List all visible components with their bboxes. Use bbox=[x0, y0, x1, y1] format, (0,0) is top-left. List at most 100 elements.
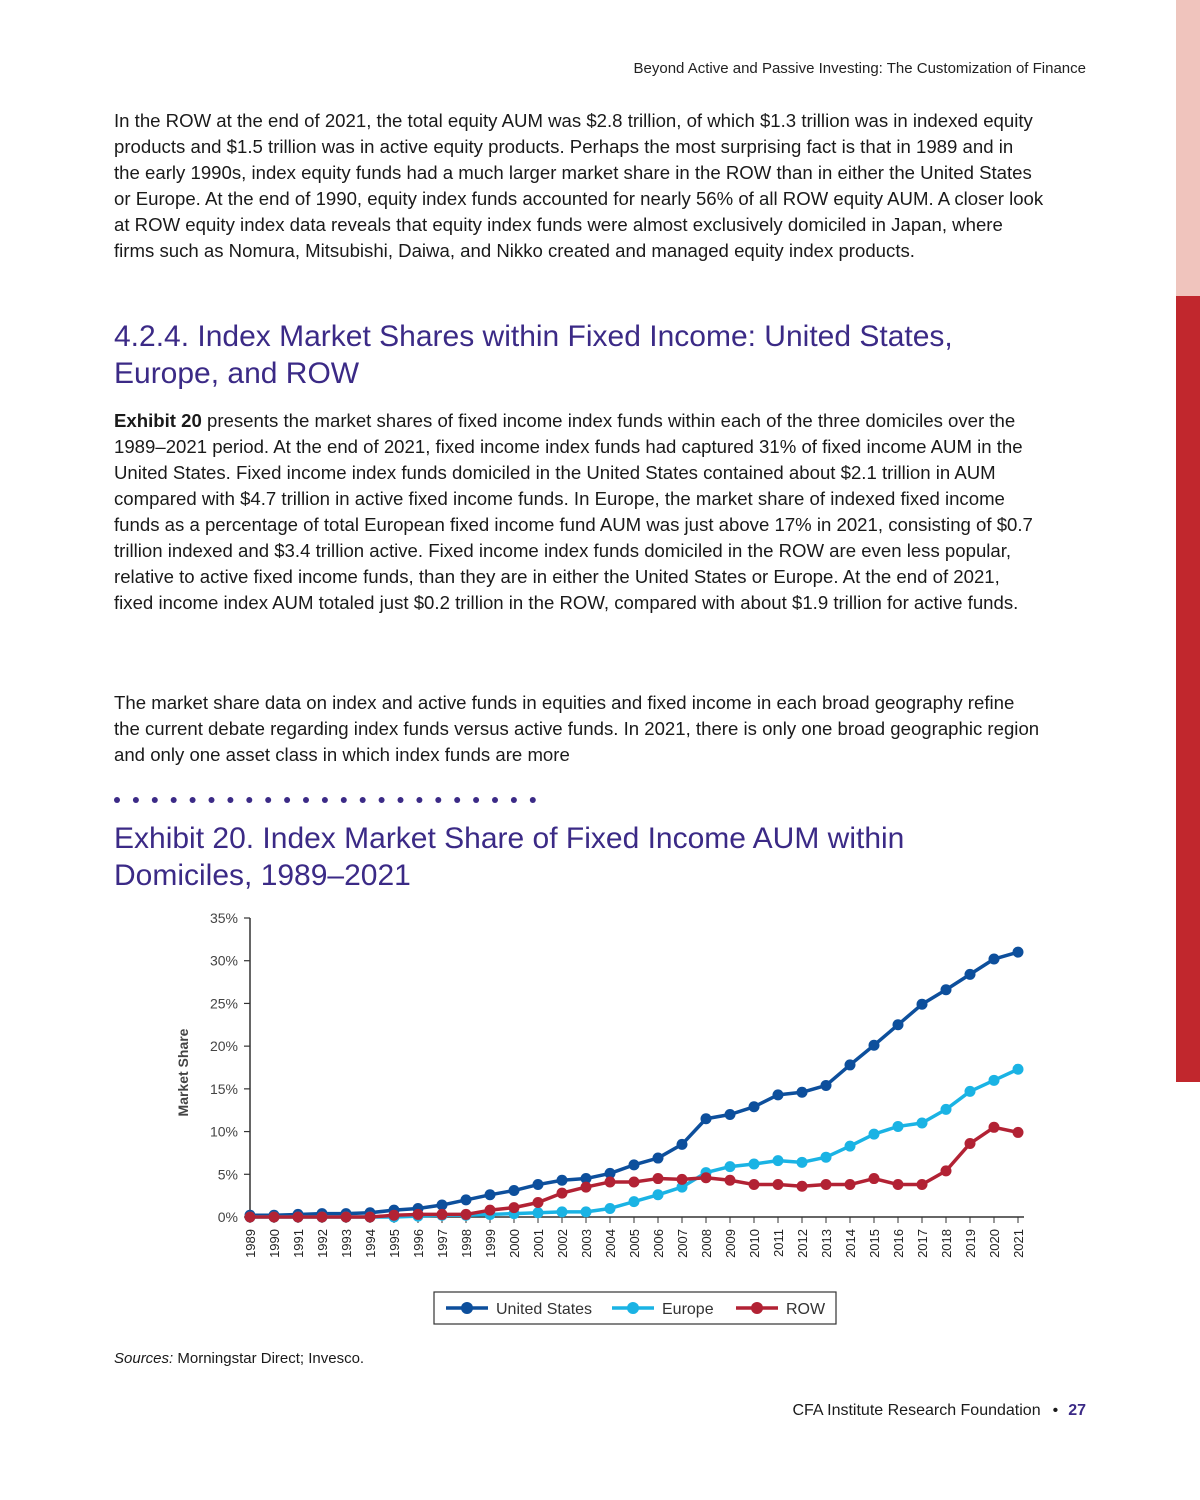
paragraph-2: Exhibit 20 presents the market shares of… bbox=[114, 408, 1044, 616]
data-point bbox=[556, 1187, 568, 1199]
x-tick-label: 2004 bbox=[603, 1229, 618, 1258]
divider-dot bbox=[340, 797, 347, 803]
data-point bbox=[700, 1172, 712, 1184]
data-point bbox=[820, 1179, 832, 1191]
divider-dot bbox=[397, 797, 404, 803]
data-point bbox=[868, 1173, 880, 1185]
x-tick-label: 1991 bbox=[291, 1229, 306, 1258]
x-tick-label: 2016 bbox=[891, 1229, 906, 1258]
data-point bbox=[1012, 1063, 1024, 1075]
footer-bullet: • bbox=[1052, 1402, 1059, 1419]
paragraph-2-text: presents the market shares of fixed inco… bbox=[114, 410, 1033, 613]
y-axis-label: Market Share bbox=[175, 1028, 191, 1116]
data-point bbox=[388, 1209, 400, 1221]
page-number: 27 bbox=[1068, 1402, 1086, 1419]
y-tick-label: 20% bbox=[210, 1038, 238, 1054]
data-point bbox=[628, 1176, 640, 1188]
data-point bbox=[796, 1180, 808, 1192]
x-tick-label: 2000 bbox=[507, 1229, 522, 1258]
data-point bbox=[844, 1140, 856, 1152]
data-point bbox=[772, 1179, 784, 1191]
divider-dot bbox=[510, 797, 517, 803]
legend-label: ROW bbox=[786, 1301, 826, 1318]
data-point bbox=[652, 1152, 664, 1164]
divider-dot bbox=[473, 797, 480, 803]
x-tick-label: 2015 bbox=[867, 1229, 882, 1258]
data-point bbox=[364, 1211, 376, 1223]
divider-dot bbox=[132, 797, 139, 803]
side-accent-bar-light bbox=[1176, 0, 1200, 296]
data-point bbox=[844, 1179, 856, 1191]
divider-dot bbox=[303, 797, 309, 803]
paragraph-1: In the ROW at the end of 2021, the total… bbox=[114, 110, 1044, 261]
divider-dot bbox=[321, 797, 328, 803]
data-point bbox=[508, 1185, 520, 1197]
data-point bbox=[796, 1156, 808, 1168]
dotted-divider bbox=[114, 797, 536, 803]
data-point bbox=[628, 1159, 640, 1171]
data-point bbox=[964, 1138, 976, 1150]
y-tick-label: 30% bbox=[210, 953, 238, 969]
data-point bbox=[724, 1174, 736, 1186]
x-tick-label: 1990 bbox=[267, 1229, 282, 1258]
data-point bbox=[532, 1207, 544, 1219]
divider-dot bbox=[284, 797, 291, 803]
data-point bbox=[436, 1199, 448, 1211]
x-tick-label: 2003 bbox=[579, 1229, 594, 1258]
data-point bbox=[724, 1161, 736, 1173]
data-point bbox=[460, 1194, 472, 1206]
data-point bbox=[940, 984, 952, 996]
legend-label: United States bbox=[496, 1301, 592, 1318]
divider-dot bbox=[416, 797, 423, 803]
data-point bbox=[604, 1176, 616, 1188]
legend-label: Europe bbox=[662, 1301, 714, 1318]
data-point bbox=[988, 1074, 1000, 1086]
x-tick-label: 2013 bbox=[819, 1229, 834, 1258]
y-tick-label: 15% bbox=[210, 1081, 238, 1097]
y-tick-label: 10% bbox=[210, 1124, 238, 1140]
running-head: Beyond Active and Passive Investing: The… bbox=[633, 60, 1086, 77]
data-point bbox=[868, 1039, 880, 1051]
divider-dot bbox=[435, 797, 442, 803]
series-line bbox=[250, 1067, 1019, 1219]
data-point bbox=[244, 1211, 256, 1223]
data-point bbox=[652, 1173, 664, 1185]
page-footer: CFA Institute Research Foundation • 27 bbox=[792, 1402, 1086, 1420]
line-chart: 0% 5% 10% 15% 20% 25% 30% 35% 1989 1990 1991 1992 19… bbox=[175, 910, 1026, 1325]
data-point bbox=[580, 1181, 592, 1193]
x-tick-label: 2006 bbox=[651, 1229, 666, 1258]
data-point bbox=[628, 1196, 640, 1208]
data-point bbox=[676, 1138, 688, 1150]
x-tick-label: 1992 bbox=[315, 1229, 330, 1258]
y-tick-label: 25% bbox=[210, 995, 238, 1011]
x-tick-label: 2008 bbox=[699, 1229, 714, 1258]
data-point bbox=[964, 968, 976, 980]
data-point bbox=[436, 1208, 448, 1220]
data-point bbox=[1012, 946, 1024, 958]
data-point bbox=[1012, 1126, 1024, 1138]
y-tick-label: 5% bbox=[218, 1166, 238, 1182]
x-tick-label: 1996 bbox=[411, 1229, 426, 1258]
data-point bbox=[892, 1019, 904, 1031]
data-point bbox=[820, 1079, 832, 1091]
x-tick-label: 1994 bbox=[363, 1229, 378, 1258]
data-point bbox=[772, 1155, 784, 1167]
data-point bbox=[892, 1120, 904, 1132]
data-point bbox=[748, 1101, 760, 1113]
data-point bbox=[940, 1103, 952, 1115]
x-tick-label: 2011 bbox=[771, 1229, 786, 1257]
x-tick-label: 2007 bbox=[675, 1229, 690, 1258]
x-tick-label: 2012 bbox=[795, 1229, 810, 1258]
x-tick-label: 1999 bbox=[483, 1229, 498, 1258]
data-point bbox=[772, 1089, 784, 1101]
data-point bbox=[292, 1211, 304, 1223]
x-tick-label: 2017 bbox=[915, 1229, 930, 1258]
data-point bbox=[724, 1108, 736, 1120]
divider-dot bbox=[454, 797, 461, 803]
data-point bbox=[988, 1121, 1000, 1133]
x-tick-label: 1993 bbox=[339, 1229, 354, 1258]
data-point bbox=[556, 1206, 568, 1218]
data-point bbox=[508, 1202, 520, 1214]
data-point bbox=[268, 1211, 280, 1223]
data-point bbox=[484, 1189, 496, 1201]
